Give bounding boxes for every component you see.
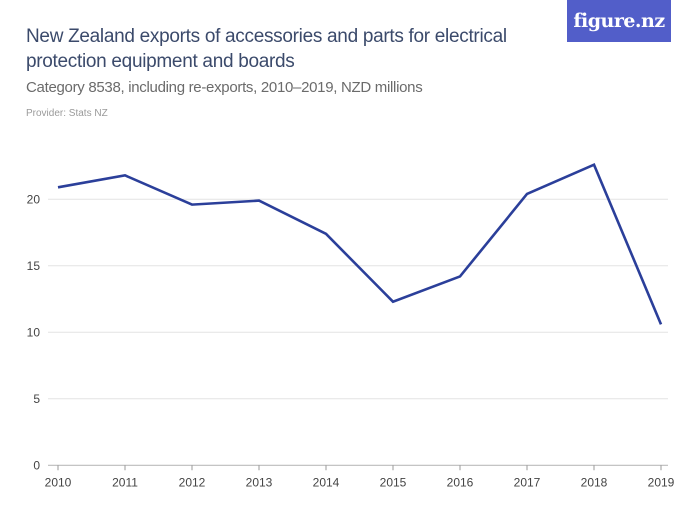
x-tick-label: 2019 xyxy=(648,475,675,489)
x-tick-label: 2013 xyxy=(246,475,273,489)
x-tick-label: 2010 xyxy=(45,475,72,489)
series-line xyxy=(57,163,663,325)
chart-title: New Zealand exports of accessories and p… xyxy=(26,26,507,72)
y-tick-label: 5 xyxy=(33,392,40,406)
x-tick-label: 2012 xyxy=(179,475,206,489)
y-tick-label: 10 xyxy=(27,325,41,339)
data-point-2019[interactable] xyxy=(655,318,667,330)
provider-label: Provider: Stats NZ xyxy=(26,108,108,119)
x-tick-label: 2011 xyxy=(112,475,138,489)
data-point-2010[interactable] xyxy=(52,181,64,193)
data-point-2016[interactable] xyxy=(454,270,466,282)
x-tick-label: 2017 xyxy=(514,475,541,489)
y-tick-label: 20 xyxy=(27,192,41,206)
x-tick-label: 2015 xyxy=(380,475,407,489)
data-point-2012[interactable] xyxy=(186,199,198,211)
y-tick-label: 0 xyxy=(33,458,40,472)
data-point-2013[interactable] xyxy=(253,195,265,207)
data-point-2014[interactable] xyxy=(320,228,332,240)
data-point-2018[interactable] xyxy=(588,159,600,171)
chart-subtitle: Category 8538, including re-exports, 201… xyxy=(26,79,423,96)
x-tick-label: 2014 xyxy=(313,475,340,489)
data-point-2015[interactable] xyxy=(387,296,399,308)
data-point-2017[interactable] xyxy=(521,188,533,200)
data-point-2011[interactable] xyxy=(119,169,131,181)
x-tick-label: 2018 xyxy=(581,475,608,489)
x-tick-label: 2016 xyxy=(447,475,474,489)
y-tick-label: 15 xyxy=(27,259,41,273)
figure-nz-logo[interactable]: figure.nz xyxy=(567,0,671,42)
